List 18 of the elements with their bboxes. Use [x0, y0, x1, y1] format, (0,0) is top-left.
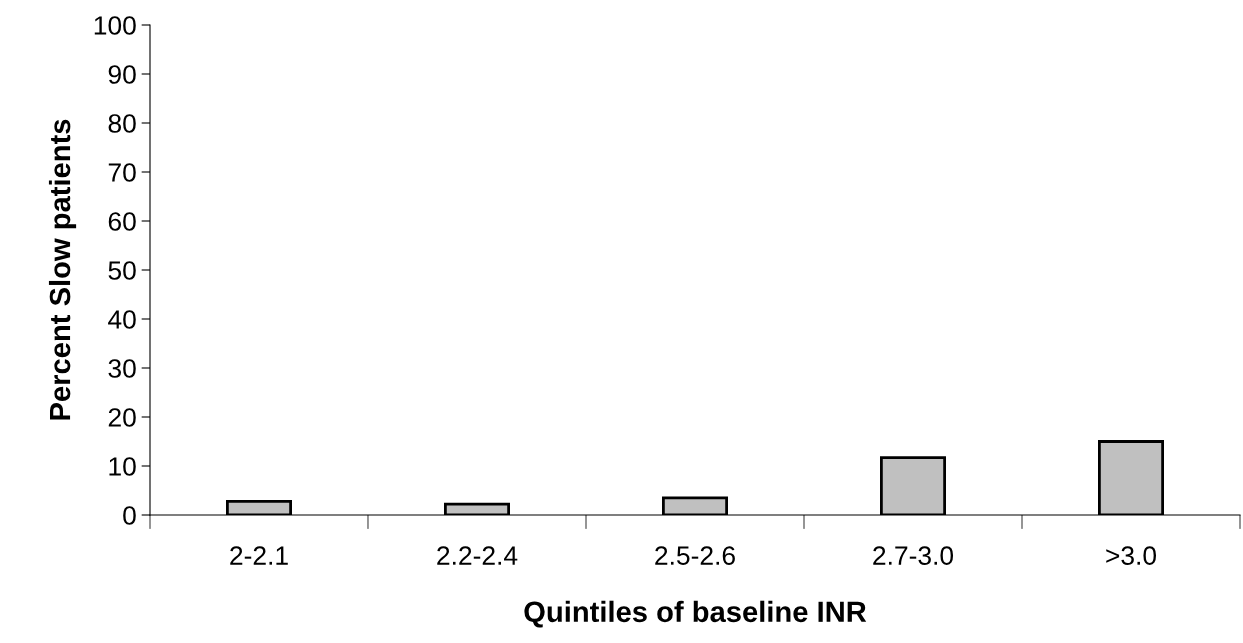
y-tick-label: 70: [108, 163, 136, 182]
y-tick-label: 20: [108, 408, 136, 427]
x-tick-label: 2.5-2.6: [655, 546, 735, 565]
x-tick-label: >3.0: [1106, 546, 1157, 565]
y-tick-label: 80: [108, 114, 136, 133]
y-tick-label: 100: [94, 16, 136, 35]
x-tick-label: 2-2.1: [230, 546, 288, 565]
x-axis-title: Quintiles of baseline INR: [524, 600, 867, 628]
y-tick-label: 90: [108, 65, 136, 84]
x-tick-label: 2.7-3.0: [873, 546, 954, 565]
y-tick-label: 30: [108, 359, 136, 378]
y-tick-label: 60: [108, 212, 136, 231]
x-tick-label: 2.2-2.4: [437, 546, 518, 565]
y-axis-title: Percent Slow patients: [48, 119, 77, 420]
y-tick-label: 10: [109, 457, 136, 476]
y-tick-label: 0: [123, 506, 136, 525]
y-tick-label: 50: [108, 261, 136, 280]
y-tick-label: 40: [108, 310, 136, 329]
